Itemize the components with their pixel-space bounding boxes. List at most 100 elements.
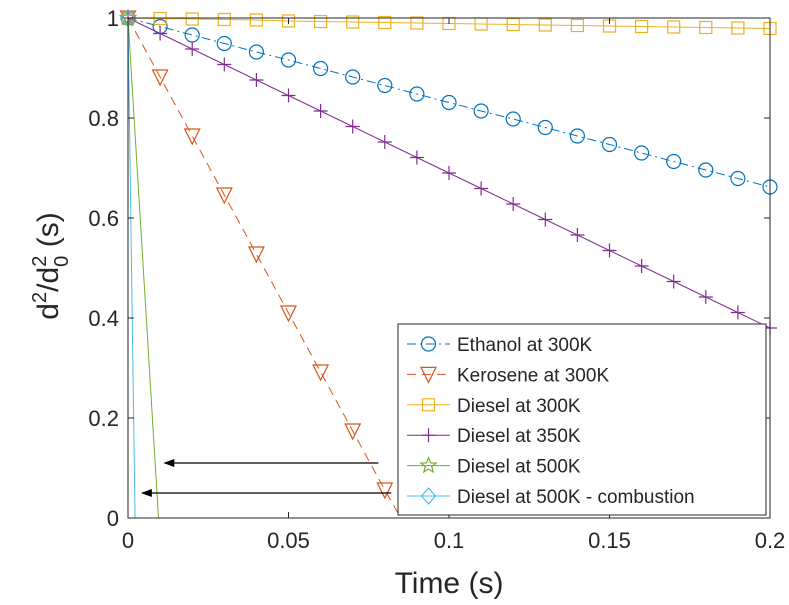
data-point: [421, 428, 436, 443]
data-point: [441, 94, 457, 111]
data-point: [281, 88, 296, 103]
data-point: [183, 128, 201, 146]
data-point: [570, 228, 585, 242]
legend-item: Diesel at 500K: [407, 455, 581, 478]
data-point: [185, 12, 199, 26]
data-point: [537, 119, 553, 136]
data-point: [378, 15, 392, 30]
y-label-slash-d: /d: [32, 267, 65, 292]
series-line: [127, 17, 136, 519]
legend-label: Diesel at 500K: [457, 457, 581, 478]
x-tick-label: 0.05: [267, 528, 310, 553]
data-point: [344, 423, 362, 441]
data-point: [217, 12, 231, 27]
data-point: [314, 14, 328, 29]
y-label-unit: (s): [32, 212, 65, 255]
data-point: [699, 20, 713, 35]
data-point: [442, 166, 456, 180]
x-axis-label: Time (s): [395, 567, 504, 600]
data-point: [419, 455, 438, 474]
data-point: [666, 274, 681, 289]
data-point: [473, 103, 489, 119]
annotation-arrow: [163, 459, 379, 467]
legend-item: Ethanol at 300K: [407, 335, 593, 356]
data-point: [474, 181, 489, 196]
data-point: [313, 60, 329, 77]
data-point: [247, 246, 265, 264]
legend-item: Diesel at 500K - combustion: [407, 487, 695, 508]
data-point: [280, 52, 297, 68]
series-line: [127, 17, 771, 188]
data-point: [312, 364, 330, 382]
data-point: [217, 57, 232, 72]
data-point: [184, 27, 200, 43]
legend: Ethanol at 300K Kerosene at 300K Diesel at…: [397, 323, 767, 516]
series-kerosene-at-300k: [119, 10, 402, 519]
y-label-sup-2b: 2: [29, 256, 51, 267]
data-point: [698, 290, 713, 304]
data-point: [345, 119, 360, 134]
data-point: [505, 111, 521, 127]
data-point: [666, 153, 682, 170]
data-point: [667, 20, 681, 34]
y-tick-label: 0.6: [88, 206, 119, 231]
data-point: [421, 398, 436, 412]
data-point: [538, 212, 553, 227]
data-point: [420, 487, 437, 505]
data-point: [249, 73, 264, 87]
data-point: [280, 305, 297, 323]
data-point: [602, 243, 617, 258]
data-point: [634, 259, 649, 273]
y-label-sub-0: 0: [51, 256, 73, 267]
data-point: [410, 16, 424, 30]
data-point: [698, 162, 714, 178]
y-tick-label: 0.2: [88, 406, 119, 431]
y-axis-label: d2/d02 (s): [29, 212, 73, 319]
data-point: [216, 35, 232, 52]
legend-label: Ethanol at 300K: [457, 335, 593, 356]
legend-item: Diesel at 350K: [407, 426, 581, 447]
data-point: [281, 14, 296, 28]
data-point: [569, 128, 586, 144]
data-point: [377, 77, 393, 94]
y-label-d: d: [32, 303, 65, 320]
y-tick-label: 0.8: [88, 106, 119, 131]
x-tick-label: 0.1: [434, 528, 465, 553]
data-point: [346, 15, 360, 29]
series-line: [127, 17, 402, 519]
y-label-sup-2: 2: [29, 292, 51, 303]
legend-label: Kerosene at 300K: [457, 365, 609, 386]
data-point: [601, 136, 618, 153]
series-diesel-at-500k: [118, 8, 159, 519]
series-diesel-at-350k: [121, 11, 777, 335]
annotation-arrow: [140, 489, 392, 497]
data-point: [731, 21, 745, 35]
data-point: [633, 145, 650, 161]
ticks-layer: 0 0.05 0.1 0.15 0.2 0 0.2 0.4 0.6 0.8 1: [88, 6, 785, 553]
series-ethanol-at-300k: [120, 10, 778, 195]
legend-item: Diesel at 300K: [407, 396, 581, 417]
x-tick-label: 0.2: [755, 528, 786, 553]
data-point: [248, 44, 264, 60]
data-point: [249, 13, 263, 27]
data-point: [506, 197, 521, 211]
x-tick-label: 0.15: [588, 528, 631, 553]
data-point: [345, 69, 361, 85]
data-point: [377, 135, 392, 149]
data-point: [730, 305, 745, 320]
data-point: [420, 336, 437, 352]
legend-item: Kerosene at 300K: [407, 365, 609, 386]
series-line: [127, 17, 159, 519]
legend-label: Diesel at 350K: [457, 426, 581, 447]
data-point: [313, 104, 328, 118]
data-point: [151, 69, 169, 87]
legend-box: [397, 323, 767, 516]
x-tick-label: 0: [122, 528, 134, 553]
data-point: [409, 150, 424, 165]
data-point: [570, 18, 585, 33]
data-point: [185, 42, 200, 56]
data-point: [420, 366, 437, 384]
data-point: [153, 26, 168, 41]
annotation-arrows: [140, 459, 392, 497]
